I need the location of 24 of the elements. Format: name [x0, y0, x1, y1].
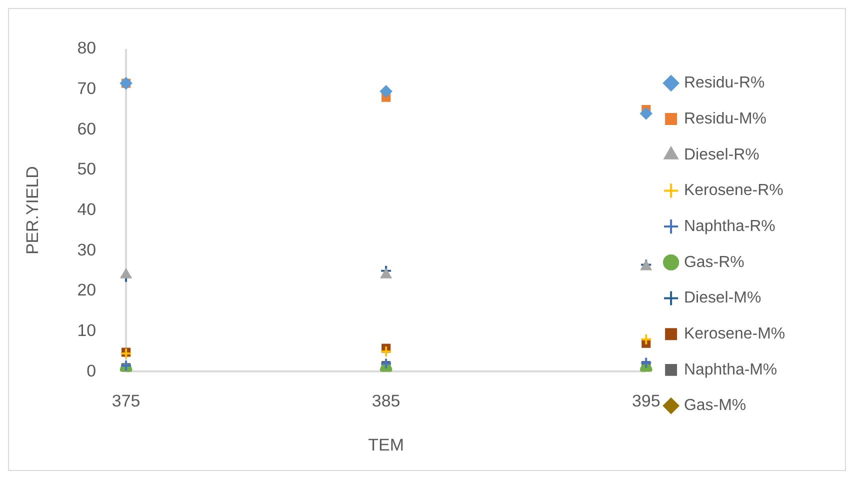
legend-label: Gas-R%: [684, 254, 744, 271]
x-tick-label: 375: [112, 391, 140, 410]
y-tick-label: 70: [77, 79, 96, 98]
y-tick-label: 20: [77, 280, 96, 300]
legend-label: Naphtha-R%: [684, 218, 776, 235]
y-tick-label: 50: [77, 160, 96, 179]
legend-label: Residu-R%: [684, 74, 765, 92]
x-tick-label: 385: [372, 391, 400, 410]
legend-label: Diesel-M%: [684, 290, 762, 307]
x-axis-title: TEM: [368, 436, 404, 455]
x-tick-label: 395: [632, 391, 660, 410]
y-tick-label: 40: [77, 200, 96, 219]
legend-label: Kerosene-M%: [684, 325, 786, 342]
y-axis-title: PER.YIELD: [22, 166, 42, 255]
y-tick-label: 10: [77, 320, 96, 340]
y-tick-label: 0: [86, 361, 96, 380]
y-tick-label: 60: [77, 119, 96, 138]
legend-label: Kerosene-R%: [684, 182, 784, 200]
legend-label: Naphtha-M%: [684, 361, 778, 378]
legend-label: Residu-M%: [684, 110, 766, 128]
y-tick-label: 80: [77, 38, 96, 58]
legend-label: Gas-M%: [684, 397, 746, 414]
y-tick-label: 30: [77, 240, 96, 260]
legend-label: Diesel-R%: [684, 146, 760, 164]
